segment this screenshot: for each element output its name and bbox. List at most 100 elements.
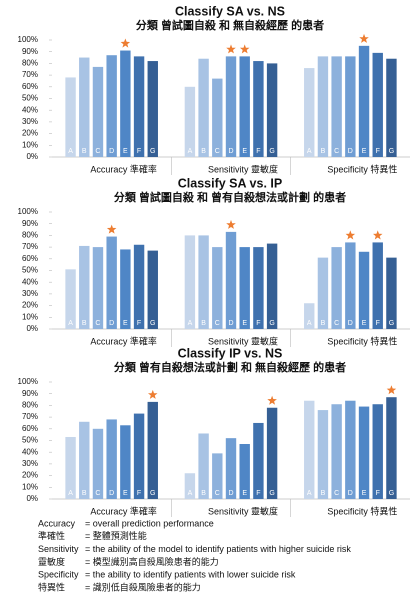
bar-letter: A — [68, 148, 73, 155]
bar-letter: F — [376, 320, 380, 327]
bar — [266, 63, 278, 157]
bar — [133, 56, 145, 157]
bar — [184, 473, 196, 499]
group-label: Specificity 特異性 — [327, 163, 397, 174]
bar-letter: G — [389, 490, 394, 497]
bar-letter: F — [376, 148, 380, 155]
bar-letter: B — [201, 320, 206, 327]
y-tick-label: 0% — [26, 324, 38, 333]
note-term: 特異性 — [38, 581, 65, 592]
bar-letter: D — [228, 320, 233, 327]
bar-letter: C — [215, 320, 220, 327]
bar-letter: G — [389, 320, 394, 327]
y-tick-label: 0% — [26, 494, 38, 503]
y-tick-label: 30% — [22, 289, 38, 298]
bar — [120, 425, 131, 499]
bar — [212, 247, 223, 329]
bar-letter: G — [150, 490, 155, 497]
bar-letter: E — [242, 148, 247, 155]
best-star — [106, 224, 117, 234]
bar-letter: C — [334, 148, 339, 155]
bar — [304, 68, 315, 157]
bar — [65, 77, 76, 157]
y-tick-label: 60% — [22, 254, 38, 263]
y-tick-label: 40% — [22, 447, 38, 456]
group-label: Specificity 特異性 — [327, 335, 397, 346]
bar — [239, 56, 250, 157]
group-label: Accuracy 準確率 — [90, 505, 157, 516]
bar-letter: A — [188, 148, 193, 155]
group-label: Accuracy 準確率 — [90, 335, 157, 346]
bar-letter: F — [137, 320, 141, 327]
bar — [212, 78, 223, 157]
bar — [331, 404, 342, 499]
bar-letter: F — [137, 490, 141, 497]
y-tick-label: 70% — [22, 70, 38, 79]
bar — [372, 404, 383, 499]
bar-letter: D — [228, 490, 233, 497]
bar-letter: C — [95, 320, 100, 327]
bar — [212, 453, 223, 499]
y-tick-label: 80% — [22, 401, 38, 410]
bar — [147, 401, 158, 499]
y-tick-label: 30% — [22, 117, 38, 126]
note-text: = overall prediction performance — [85, 518, 214, 528]
bar — [79, 57, 90, 157]
bar — [133, 244, 145, 329]
y-tick-label: 90% — [22, 219, 38, 228]
bar — [147, 61, 158, 158]
note-term: 靈敏度 — [38, 556, 65, 567]
bar-letter: A — [68, 320, 73, 327]
bar-letter: E — [242, 320, 247, 327]
bar — [225, 231, 237, 329]
bar-letter: C — [334, 320, 339, 327]
bar — [92, 66, 104, 157]
bar-letter: B — [82, 320, 87, 327]
bar — [358, 406, 370, 499]
y-tick-label: 90% — [22, 47, 38, 56]
y-tick-label: 80% — [22, 59, 38, 68]
bar — [386, 257, 397, 329]
y-tick-label: 100% — [18, 377, 38, 386]
y-tick-label: 90% — [22, 389, 38, 398]
bar — [317, 56, 329, 157]
bar — [331, 56, 342, 157]
bar-letter: F — [256, 148, 260, 155]
y-tick-label: 10% — [22, 482, 38, 491]
chart-subtitle: 分類 曾有自殺想法或計劃 和 無自殺經歷 的患者 — [114, 360, 346, 374]
bar-letter: G — [269, 490, 274, 497]
best-star — [226, 219, 236, 229]
bar — [133, 413, 145, 499]
bar-letter: C — [95, 490, 100, 497]
bar — [106, 419, 117, 499]
best-star — [359, 33, 369, 43]
bar — [239, 444, 250, 499]
bar — [106, 55, 117, 157]
y-tick-label: 60% — [22, 82, 38, 91]
bar — [253, 422, 264, 499]
bar-letter: G — [269, 148, 274, 155]
y-tick-label: 50% — [22, 436, 38, 445]
y-tick-label: 100% — [18, 207, 38, 216]
y-tick-label: 70% — [22, 412, 38, 421]
group-label: Sensitivity 靈敏度 — [208, 505, 278, 516]
bar-letter: E — [123, 490, 128, 497]
group-label: Accuracy 準確率 — [90, 163, 157, 174]
best-star — [148, 389, 158, 399]
bar — [266, 243, 278, 329]
bar — [65, 269, 76, 329]
y-tick-label: 20% — [22, 301, 38, 310]
bar — [92, 428, 104, 499]
bar-letter: D — [348, 490, 353, 497]
y-tick-label: 20% — [22, 471, 38, 480]
bar — [372, 52, 383, 158]
bar — [184, 86, 196, 157]
bar — [253, 61, 264, 158]
bar-letter: G — [150, 320, 155, 327]
bar — [266, 407, 278, 499]
note-term: Specificity — [38, 570, 79, 580]
note-text: = 整體預測性能 — [85, 530, 147, 541]
bar — [198, 235, 209, 329]
bar-letter: D — [109, 148, 114, 155]
